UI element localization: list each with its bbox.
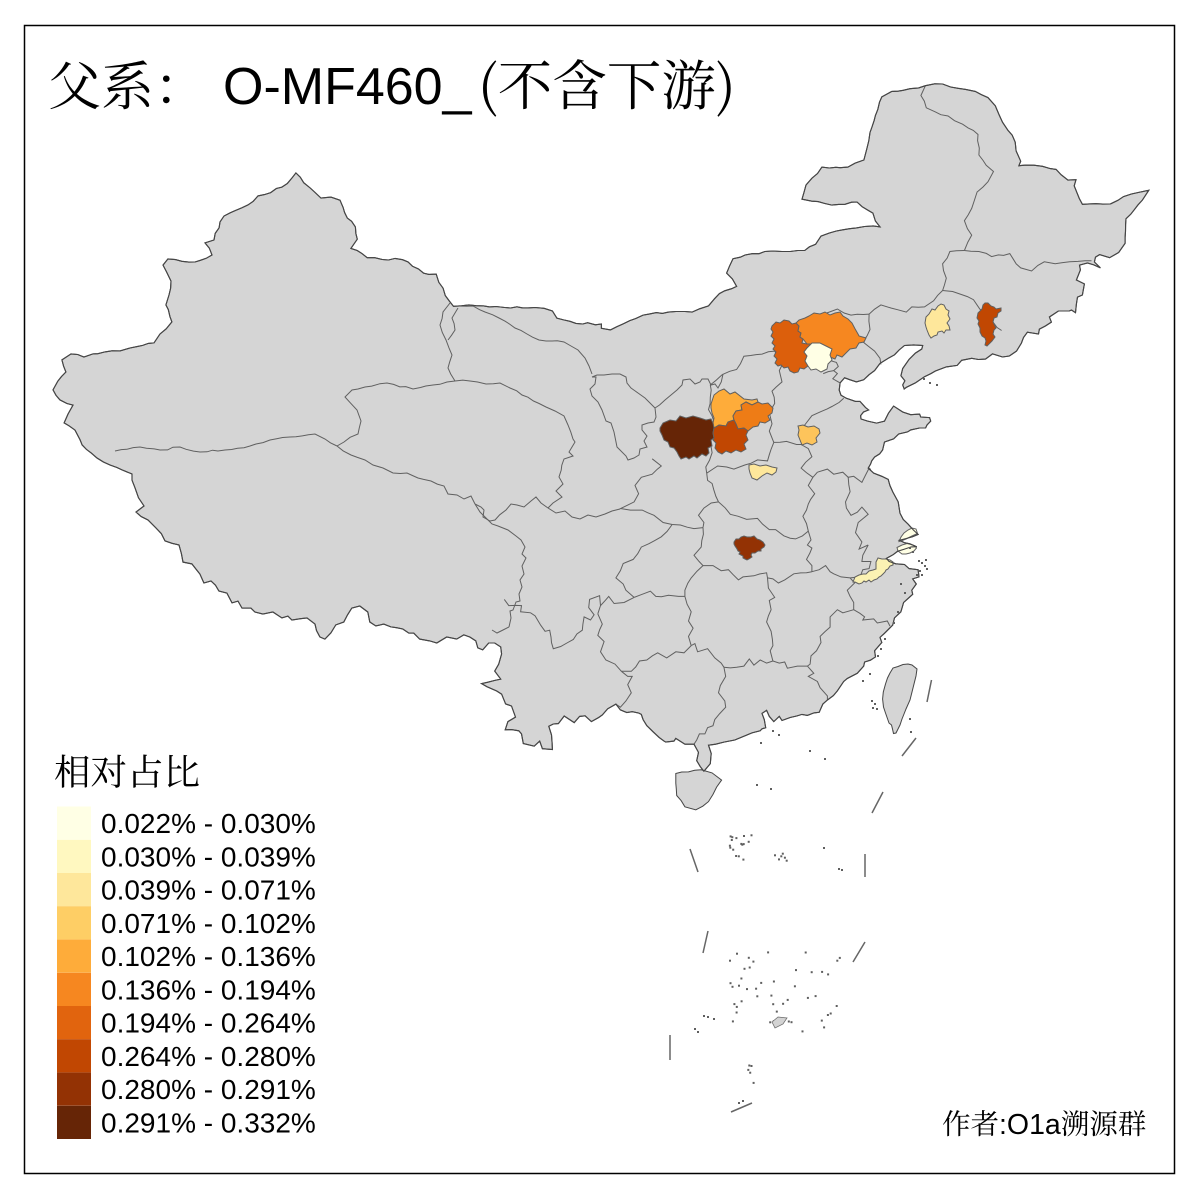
svg-text:0.194% - 0.264%: 0.194% - 0.264% xyxy=(101,1008,316,1039)
svg-text::O1a: :O1a xyxy=(999,1109,1061,1141)
svg-text:0.030% - 0.039%: 0.030% - 0.039% xyxy=(101,841,316,872)
svg-text:0.280% - 0.291%: 0.280% - 0.291% xyxy=(101,1074,316,1105)
svg-text:0.022% - 0.030%: 0.022% - 0.030% xyxy=(101,808,316,839)
svg-text:0.039% - 0.071%: 0.039% - 0.071% xyxy=(101,875,316,906)
svg-text:0.136% - 0.194%: 0.136% - 0.194% xyxy=(101,974,316,1005)
svg-text:O-MF460_: O-MF460_ xyxy=(223,58,473,116)
svg-text:0.291% - 0.332%: 0.291% - 0.332% xyxy=(101,1107,316,1138)
svg-text:0.071% - 0.102%: 0.071% - 0.102% xyxy=(101,908,316,939)
svg-text:0.102% - 0.136%: 0.102% - 0.136% xyxy=(101,941,316,972)
svg-text:0.264% - 0.280%: 0.264% - 0.280% xyxy=(101,1041,316,1072)
